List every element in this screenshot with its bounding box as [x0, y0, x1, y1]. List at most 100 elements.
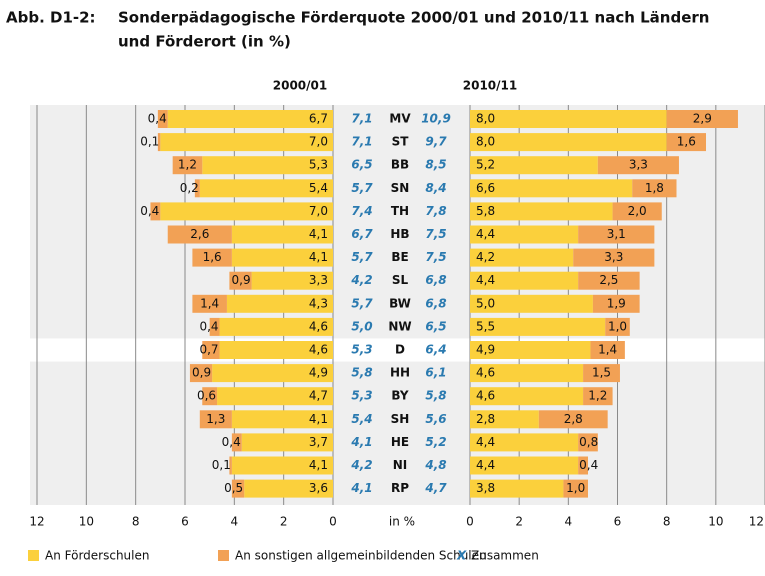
value-label: 2,6: [190, 227, 209, 241]
bar-sonstige: [189, 364, 213, 383]
value-label: 8,0: [476, 135, 495, 149]
total-label: 4,7: [424, 481, 447, 495]
bar-sonstige: [192, 294, 227, 313]
value-label: 4,6: [476, 389, 495, 403]
chart-title: und Förderort (in %): [118, 33, 291, 51]
value-label: 5,3: [309, 158, 328, 172]
legend-swatch: [218, 550, 229, 561]
bar-sonstige: [666, 133, 706, 152]
bar-sonstige: [194, 179, 200, 198]
x-tick-label: 6: [181, 515, 189, 529]
value-label: 0,4: [579, 458, 598, 472]
bar-foerderschulen: [160, 202, 333, 221]
category-label: SH: [391, 412, 410, 426]
bar-foerderschulen: [470, 110, 667, 128]
value-label: 3,8: [476, 481, 495, 495]
category-label: MV: [389, 112, 411, 126]
bar-foerderschulen: [470, 341, 591, 359]
value-label: 0,4: [148, 112, 167, 126]
value-label: 4,9: [309, 366, 328, 380]
total-label: 5,2: [425, 435, 446, 449]
total-label: 5,6: [425, 412, 446, 426]
total-label: 10,9: [421, 112, 451, 126]
total-label: 5,7: [351, 181, 373, 195]
value-label: 2,5: [599, 273, 618, 287]
bar-sonstige: [192, 248, 232, 267]
bar-sonstige: [202, 387, 218, 406]
category-label: RP: [391, 481, 409, 495]
bar-sonstige: [150, 202, 161, 221]
x-tick-label: 8: [132, 515, 140, 529]
bar-sonstige: [202, 341, 220, 359]
bar-sonstige: [597, 156, 679, 175]
total-label: 6,1: [425, 366, 446, 380]
category-label: ST: [392, 135, 410, 149]
bar-sonstige: [612, 202, 662, 221]
value-label: 0,4: [199, 319, 218, 333]
value-label: 1,9: [607, 296, 626, 310]
value-label: 4,3: [309, 296, 328, 310]
total-label: 7,8: [425, 204, 446, 218]
bar-sonstige: [231, 433, 242, 452]
bar-sonstige: [209, 317, 220, 336]
x-tick-label: 10: [79, 515, 94, 529]
value-label: 0,9: [232, 273, 251, 287]
total-label: 4,2: [350, 273, 372, 287]
x-tick-label: 4: [565, 515, 573, 529]
value-label: 4,7: [309, 389, 328, 403]
value-label: 5,8: [476, 204, 495, 218]
bar-foerderschulen: [470, 294, 593, 313]
value-label: 1,6: [203, 250, 222, 264]
total-label: 6,8: [425, 273, 446, 287]
bar-foerderschulen: [219, 317, 333, 336]
value-label: 4,4: [476, 273, 495, 287]
category-label: BY: [391, 389, 408, 403]
bar-sonstige: [231, 479, 245, 498]
total-label: 7,1: [351, 112, 372, 126]
bar-foerderschulen: [470, 225, 579, 244]
bar-foerderschulen: [470, 179, 633, 198]
value-label: 0,2: [180, 181, 199, 195]
bar-sonstige: [578, 433, 598, 452]
value-label: 2,8: [476, 412, 495, 426]
x-tick-label: 8: [663, 515, 671, 529]
bar-foerderschulen: [226, 294, 333, 313]
value-label: 0,5: [224, 481, 243, 495]
x-tick-label: 6: [614, 515, 622, 529]
category-label: NW: [388, 319, 411, 333]
value-label: 4,9: [476, 343, 495, 357]
bar-foerderschulen: [470, 156, 598, 175]
value-label: 0,6: [197, 389, 216, 403]
bar-sonstige: [666, 110, 738, 128]
value-label: 5,4: [309, 181, 328, 195]
value-label: 6,6: [476, 181, 495, 195]
value-label: 1,2: [178, 158, 197, 172]
value-label: 2,0: [628, 204, 647, 218]
value-label: 1,0: [608, 319, 627, 333]
bar-sonstige: [578, 271, 640, 290]
total-label: 9,7: [425, 135, 447, 149]
total-label: 7,5: [425, 250, 446, 264]
bar-sonstige: [199, 410, 232, 429]
panel-title: 2000/01: [273, 79, 327, 93]
total-label: 5,7: [351, 296, 373, 310]
category-label: HB: [390, 227, 409, 241]
total-label: 5,8: [351, 366, 372, 380]
value-label: 4,1: [309, 250, 328, 264]
bar-foerderschulen: [244, 479, 333, 498]
bar-foerderschulen: [231, 225, 333, 244]
total-label: 5,3: [351, 343, 372, 357]
x-tick-label: 0: [466, 515, 474, 529]
bar-foerderschulen: [217, 387, 333, 406]
value-label: 2,8: [564, 412, 583, 426]
total-label: 5,8: [425, 389, 446, 403]
total-label: 4,1: [350, 481, 372, 495]
category-label: BE: [391, 250, 408, 264]
category-label: BB: [391, 158, 409, 172]
total-label: 8,5: [425, 158, 446, 172]
value-label: 4,6: [476, 366, 495, 380]
bar-sonstige: [583, 387, 613, 406]
bar-foerderschulen: [470, 271, 579, 290]
category-label: SL: [392, 273, 409, 287]
x-tick-label: 12: [29, 515, 44, 529]
